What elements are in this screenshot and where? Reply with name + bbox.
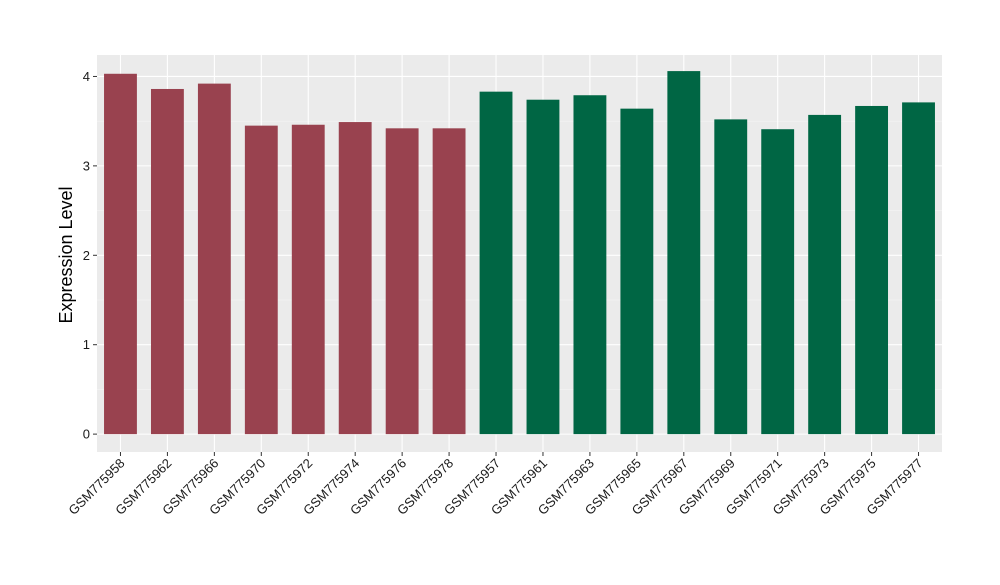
- x-axis: GSM775958GSM775962GSM775966GSM775970GSM7…: [65, 452, 926, 518]
- bar-GSM775969: [714, 119, 748, 435]
- bar-GSM775971: [761, 129, 795, 435]
- bar-GSM775978: [432, 128, 466, 435]
- y-tick-label: 0: [83, 427, 90, 442]
- bar-GSM775970: [244, 125, 278, 435]
- bar-GSM775965: [620, 108, 654, 435]
- bar-GSM775958: [104, 73, 137, 435]
- bar-GSM775972: [291, 124, 325, 435]
- bar-GSM775973: [808, 114, 842, 435]
- bar-GSM775962: [150, 88, 184, 435]
- y-tick-label: 3: [83, 158, 90, 173]
- bar-GSM775967: [667, 71, 701, 435]
- bar-GSM775963: [573, 95, 607, 435]
- bar-GSM775977: [902, 102, 935, 435]
- y-tick-label: 1: [83, 337, 90, 352]
- bar-GSM775961: [526, 99, 560, 435]
- bar-GSM775966: [197, 83, 231, 435]
- bar-GSM775957: [479, 91, 513, 435]
- y-axis: 0 1 2 3 4: [83, 69, 97, 442]
- bar-GSM775976: [385, 128, 419, 435]
- bar-GSM775975: [855, 105, 889, 435]
- y-axis-title: Expression Level: [56, 186, 76, 323]
- y-tick-label: 2: [83, 248, 90, 263]
- bars: [104, 71, 935, 435]
- bar-GSM775974: [338, 122, 372, 435]
- y-tick-label: 4: [83, 69, 90, 84]
